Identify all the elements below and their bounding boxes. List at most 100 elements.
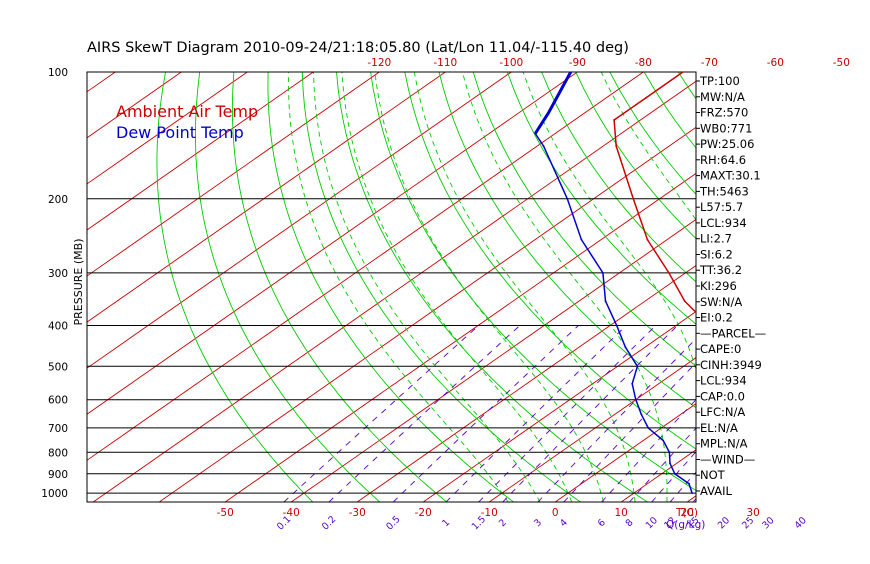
bottom-temp-tick-label: -30 bbox=[349, 507, 366, 519]
pressure-tick-label: 700 bbox=[48, 423, 68, 435]
mixing-ratio-tick-label: 6 bbox=[596, 517, 608, 529]
mixing-ratio-tick-label: 3 bbox=[532, 517, 544, 529]
mixing-ratio-line bbox=[724, 326, 870, 503]
stats-item: KI:296 bbox=[700, 279, 737, 293]
top-temp-tick-label: -90 bbox=[569, 57, 586, 69]
mixing-ratio-line bbox=[538, 326, 709, 503]
dry-adiabat-line bbox=[268, 72, 514, 502]
data-point bbox=[631, 383, 633, 385]
data-point bbox=[751, 440, 753, 442]
moist-adiabat-line bbox=[828, 72, 870, 502]
data-point bbox=[637, 365, 639, 367]
stats-item: EL:N/A bbox=[700, 421, 738, 435]
mixing-ratio-line bbox=[446, 326, 626, 503]
isotherm-line bbox=[423, 72, 870, 502]
mixing-ratio-line bbox=[393, 326, 578, 503]
top-temp-tick-label: -120 bbox=[367, 57, 391, 69]
mixing-ratio-tick-label: 0.5 bbox=[384, 514, 402, 532]
stats-item: —WIND— bbox=[700, 453, 755, 467]
isotherm-line bbox=[159, 72, 775, 502]
isotherm-line bbox=[819, 72, 870, 502]
mixing-ratio-line bbox=[670, 326, 828, 503]
x-unit-label: T(C) bbox=[675, 507, 698, 519]
top-temp-tick-label: -70 bbox=[701, 57, 718, 69]
stats-item: MW:N/A bbox=[700, 90, 745, 104]
stats-panel: TP:100MW:N/AFRZ:570WB0:771PW:25.06RH:64.… bbox=[696, 74, 766, 498]
data-point bbox=[682, 71, 684, 73]
pressure-tick-label: 300 bbox=[48, 268, 68, 280]
moist-adiabat-line bbox=[375, 72, 604, 502]
data-point bbox=[662, 440, 664, 442]
data-point bbox=[615, 145, 617, 147]
data-point bbox=[669, 451, 671, 453]
chart-title: AIRS SkewT Diagram 2010-09-24/21:18:05.8… bbox=[87, 40, 629, 56]
data-point bbox=[684, 300, 686, 302]
stats-item: LI:2.7 bbox=[700, 232, 732, 246]
top-temperature-ticks: -120-110-100-90-80-70-60-50-40 bbox=[367, 57, 870, 69]
moist-adiabat-line bbox=[288, 72, 508, 502]
stats-item: NOT bbox=[700, 468, 726, 482]
isotherm-line bbox=[357, 72, 870, 502]
isotherm-line bbox=[0, 72, 115, 502]
data-point bbox=[616, 325, 618, 327]
data-point bbox=[640, 413, 642, 415]
stats-item: AVAIL bbox=[700, 484, 733, 498]
data-point bbox=[635, 399, 637, 401]
mixing-ratio-tick-label: 10 bbox=[644, 515, 660, 531]
data-point bbox=[543, 145, 545, 147]
dry-adiabat-line bbox=[849, 72, 870, 502]
data-point bbox=[602, 272, 604, 274]
data-point bbox=[566, 198, 568, 200]
mixing-ratio-line bbox=[748, 326, 870, 503]
y-axis-label: PRESSURE (MB) bbox=[72, 239, 85, 326]
mixing-ratio-line bbox=[284, 326, 479, 503]
moist-adiabat-line bbox=[314, 72, 540, 502]
stats-item: SI:6.2 bbox=[700, 248, 733, 262]
moist-adiabat-line bbox=[463, 72, 668, 502]
stats-item: SW:N/A bbox=[700, 295, 742, 309]
mixing-ratio-line bbox=[768, 326, 870, 503]
pressure-tick-label: 500 bbox=[48, 361, 68, 373]
stats-item: MAXT:30.1 bbox=[700, 169, 761, 183]
dry-adiabat-line bbox=[747, 72, 870, 502]
bottom-temp-tick-label: -20 bbox=[415, 507, 432, 519]
stats-item: CINH:3949 bbox=[700, 358, 762, 372]
legend-dew-point-temp: Dew Point Temp bbox=[116, 123, 244, 142]
moist-adiabat-line bbox=[414, 72, 635, 502]
stats-item: MPL:N/A bbox=[700, 437, 748, 451]
pressure-tick-label: 600 bbox=[48, 395, 68, 407]
top-temp-tick-label: -110 bbox=[433, 57, 457, 69]
stats-item: EI:0.2 bbox=[700, 311, 733, 325]
dry-adiabat-line bbox=[815, 72, 870, 502]
mixing-ratio-line bbox=[503, 326, 678, 503]
data-point bbox=[647, 427, 649, 429]
pressure-tick-label: 1000 bbox=[41, 488, 68, 500]
top-temp-tick-label: -60 bbox=[767, 57, 784, 69]
data-point bbox=[674, 473, 676, 475]
data-point bbox=[605, 300, 607, 302]
stats-item: CAPE:0 bbox=[700, 342, 741, 356]
pressure-tick-label: 400 bbox=[48, 321, 68, 333]
stats-item: LCL:934 bbox=[700, 374, 747, 388]
mixing-unit-label: Q(g/kg) bbox=[666, 519, 705, 531]
pressure-tick-label: 800 bbox=[48, 447, 68, 459]
bottom-temp-tick-label: 0 bbox=[552, 507, 559, 519]
mixing-ratio-tick-label: 2 bbox=[497, 517, 509, 529]
isotherm-line bbox=[753, 72, 870, 502]
stats-item: WB0:771 bbox=[700, 121, 752, 135]
data-point bbox=[733, 492, 735, 494]
mixing-ratio-tick-label: 20 bbox=[716, 515, 732, 531]
mixing-ratio-tick-label: 40 bbox=[793, 515, 809, 531]
data-point bbox=[625, 346, 627, 348]
stats-item: TP:100 bbox=[699, 74, 740, 88]
mixing-ratio-tick-label: 8 bbox=[624, 517, 636, 529]
mixing-ratio-tick-label: 1 bbox=[440, 517, 452, 529]
data-point bbox=[581, 239, 583, 241]
top-temp-tick-label: -50 bbox=[833, 57, 850, 69]
stats-item: FRZ:570 bbox=[700, 106, 748, 120]
data-point bbox=[632, 198, 634, 200]
dry-adiabat-line bbox=[644, 72, 870, 502]
dry-adiabat-line bbox=[439, 72, 848, 502]
pressure-tick-label: 100 bbox=[48, 67, 68, 79]
